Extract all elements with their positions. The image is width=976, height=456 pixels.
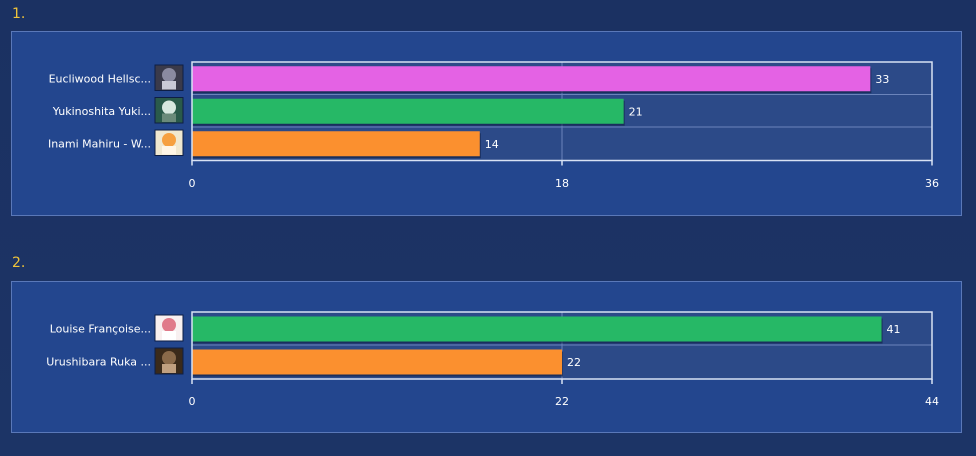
category-thumbnail-icon	[154, 64, 184, 91]
chart-1-panel: 33 Eucliwood Hellsc... 21 Yukinoshita Yuki.…	[11, 31, 962, 216]
chart-2-number: 2.	[12, 255, 26, 271]
chart-1-number: 1.	[12, 6, 26, 22]
category-label: Urushibara Ruka ...	[46, 356, 151, 369]
category-label: Louise Françoise...	[50, 323, 151, 336]
category-thumbnail-icon	[154, 314, 184, 342]
bar[interactable]	[192, 98, 624, 124]
category-label: Yukinoshita Yuki...	[52, 105, 151, 118]
x-tick-label: 44	[925, 395, 939, 408]
x-tick-label: 22	[555, 395, 569, 408]
x-tick-label: 36	[925, 177, 939, 190]
bar-value-label: 22	[567, 356, 581, 369]
chart-2-svg: 41 Louise Françoise... 22 Urushibara Ruka .…	[46, 311, 939, 408]
category-thumbnail-icon	[154, 97, 184, 124]
category-label: Eucliwood Hellsc...	[49, 72, 151, 85]
bar-value-label: 33	[875, 73, 889, 86]
chart-2-panel: 41 Louise Françoise... 22 Urushibara Ruka .…	[11, 281, 962, 433]
category-thumbnail-icon	[154, 347, 184, 375]
x-tick-label: 0	[189, 177, 196, 190]
category-label: Inami Mahiru - W...	[48, 137, 151, 150]
bar[interactable]	[192, 349, 562, 375]
x-tick-label: 18	[555, 177, 569, 190]
bar-value-label: 41	[887, 323, 901, 336]
category-thumbnail-icon	[154, 129, 184, 156]
x-tick-label: 0	[189, 395, 196, 408]
bar-value-label: 21	[629, 105, 643, 118]
bar-value-label: 14	[485, 138, 499, 151]
bar[interactable]	[192, 131, 480, 157]
bar[interactable]	[192, 316, 882, 342]
bar[interactable]	[192, 66, 871, 92]
chart-1-svg: 33 Eucliwood Hellsc... 21 Yukinoshita Yuki.…	[48, 61, 939, 190]
